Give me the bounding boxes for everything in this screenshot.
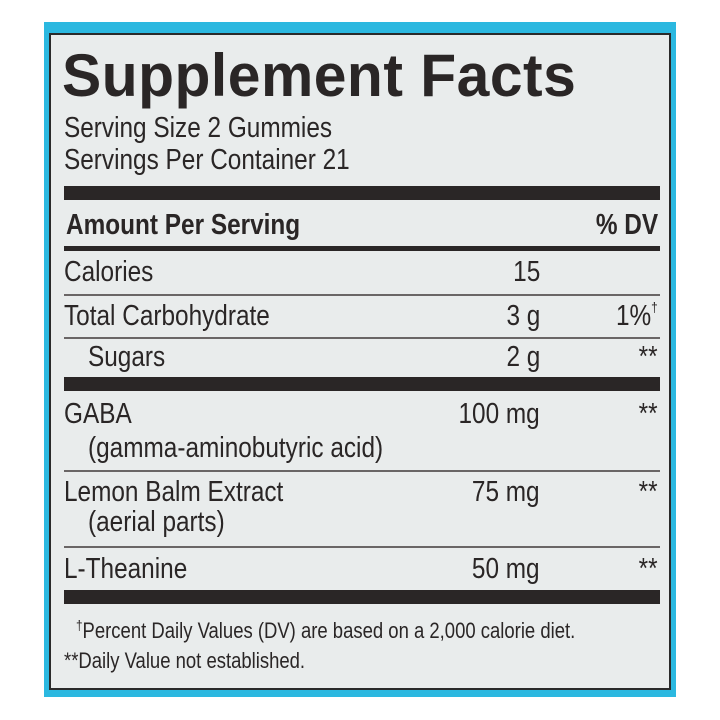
servings-per-container: Servings Per Container 21: [64, 144, 350, 176]
row-amount-calories: 15: [512, 256, 540, 288]
row-dv-lemon-balm: **: [639, 476, 658, 508]
row-name-l-theanine: L-Theanine: [64, 553, 188, 585]
row-dv-carbohydrate: 1%†: [616, 299, 658, 332]
row-amount-lemon-balm: 75 mg: [472, 476, 540, 508]
dv-header: % DV: [595, 209, 658, 241]
footnote-dv: †Percent Daily Values (DV) are based on …: [76, 617, 576, 643]
row-dv-gaba: **: [639, 398, 658, 430]
row-name-carbohydrate: Total Carbohydrate: [64, 300, 270, 332]
divider-thick: [64, 186, 660, 200]
divider-thick: [64, 590, 660, 604]
divider-medium: [64, 246, 660, 251]
divider-thin: [64, 470, 660, 472]
row-name-calories: Calories: [64, 256, 154, 288]
row-name-sugars: Sugars: [88, 341, 166, 373]
footnote-not-established: **Daily Value not established.: [64, 648, 306, 673]
row-sub-gaba: (gamma-aminobutyric acid): [88, 432, 384, 464]
serving-size: Serving Size 2 Gummies: [64, 112, 333, 144]
row-amount-carbohydrate: 3 g: [506, 300, 540, 332]
row-dv-l-theanine: **: [639, 553, 658, 585]
row-amount-sugars: 2 g: [506, 341, 540, 373]
page-title: Supplement Facts: [62, 42, 577, 109]
supplement-facts-panel: [49, 33, 671, 690]
divider-thin: [64, 294, 660, 296]
divider-thin: [64, 337, 660, 339]
row-dv-sugars: **: [639, 341, 658, 373]
row-amount-gaba: 100 mg: [458, 398, 540, 430]
amount-header: Amount Per Serving: [66, 209, 301, 241]
divider-thin: [64, 546, 660, 548]
row-name-gaba: GABA: [64, 398, 132, 430]
divider-thick: [64, 377, 660, 391]
row-amount-l-theanine: 50 mg: [472, 553, 540, 585]
row-sub-lemon-balm: (aerial parts): [88, 506, 225, 538]
row-name-lemon-balm: Lemon Balm Extract: [64, 476, 284, 508]
